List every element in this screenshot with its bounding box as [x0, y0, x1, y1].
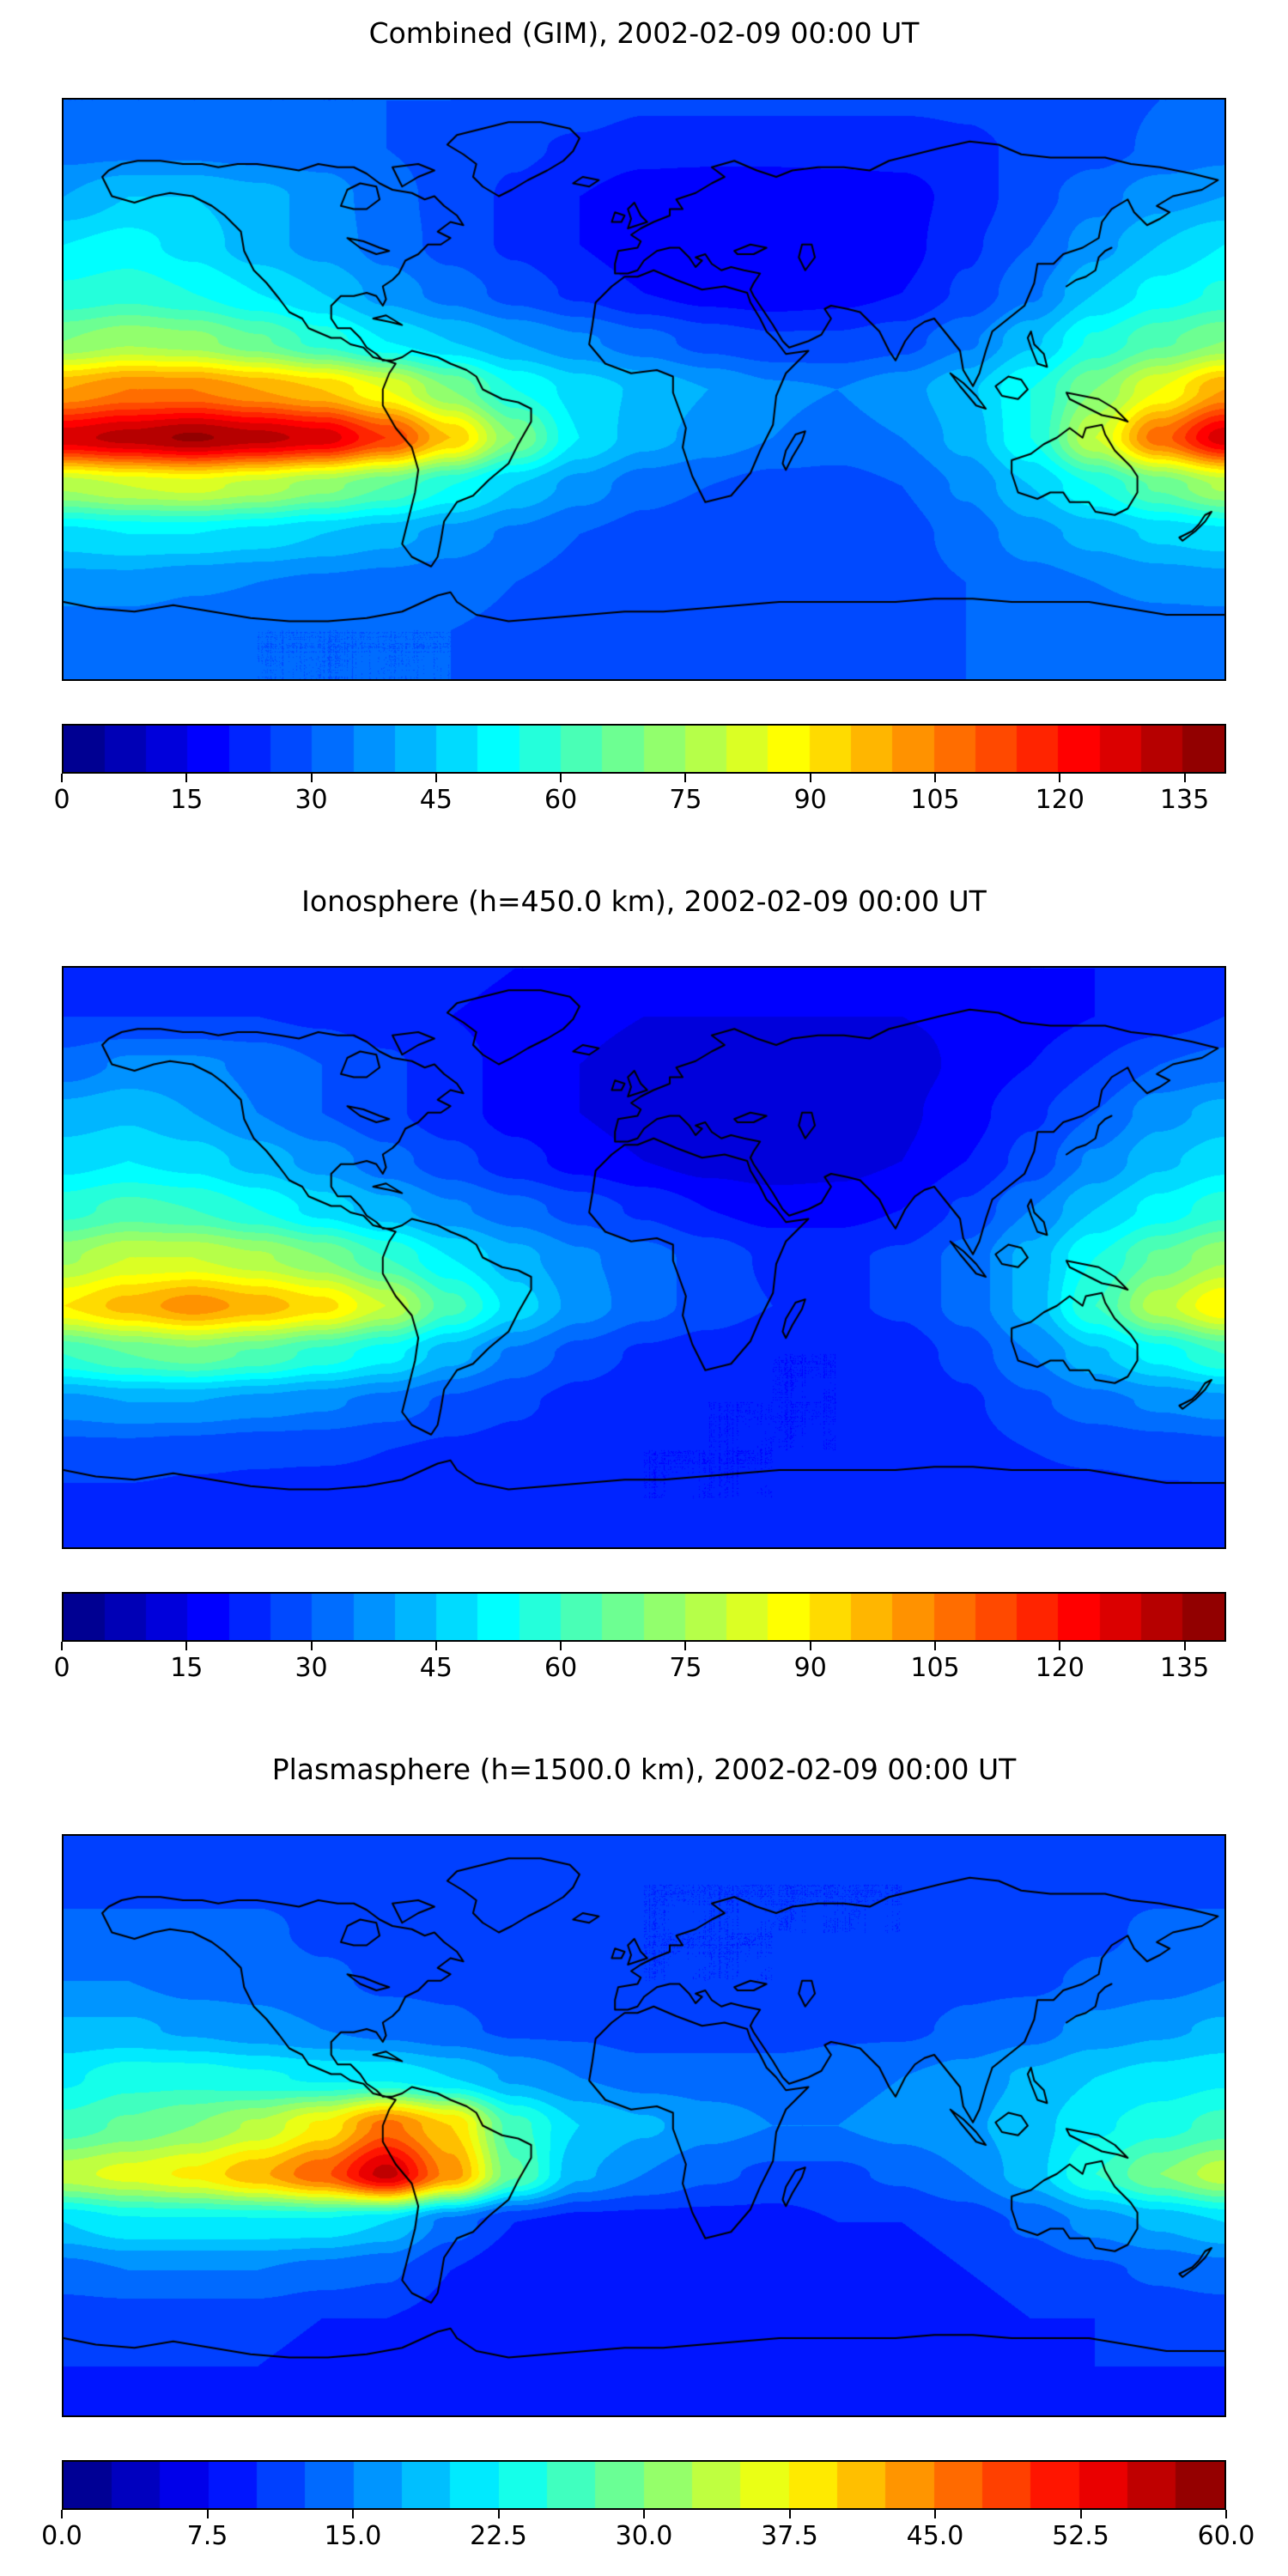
colorbar-tick-mark: [434, 774, 437, 782]
colorbar-ionosphere: [62, 1592, 1226, 1642]
colorbar-tick-mark: [788, 2510, 791, 2518]
colorbar-canvas-plasmasphere: [64, 2462, 1224, 2508]
panel-title-plasmasphere: Plasmasphere (h=1500.0 km), 2002-02-09 0…: [271, 1753, 1017, 1786]
colorbar-tick-label: 135: [1159, 1653, 1210, 1683]
colorbar-canvas-combined: [64, 726, 1224, 772]
panel-plasmasphere: Plasmasphere (h=1500.0 km), 2002-02-09 0…: [0, 1750, 1288, 2558]
world-map-plasmasphere: [62, 1834, 1226, 2417]
colorbar-tick-label: 60: [544, 1653, 578, 1683]
colorbar-tick-mark: [934, 1642, 936, 1650]
colorbar-tick-label: 75: [669, 785, 702, 815]
colorbar-tick-mark: [206, 2510, 209, 2518]
colorbar-tick-mark: [560, 774, 562, 782]
colorbar-tick-mark: [185, 774, 188, 782]
colorbar-tick-mark: [352, 2510, 354, 2518]
colorbar-tick-label: 0: [53, 1653, 70, 1683]
colorbar-tick-mark: [809, 1642, 811, 1650]
colorbar-tick-label: 30.0: [615, 2521, 673, 2551]
panel-title-ionosphere: Ionosphere (h=450.0 km), 2002-02-09 00:0…: [301, 884, 987, 918]
colorbar-tick-mark: [809, 774, 811, 782]
colorbar-tick-mark: [61, 2510, 63, 2518]
world-map-ionosphere: [62, 966, 1226, 1549]
colorbar-tick-mark: [643, 2510, 645, 2518]
panel-title-combined: Combined (GIM), 2002-02-09 00:00 UT: [368, 16, 920, 50]
colorbar-tick-label: 15: [170, 785, 204, 815]
colorbar-tick-mark: [310, 1642, 313, 1650]
colorbar-tick-mark: [1183, 1642, 1186, 1650]
tec-heatmap-canvas-ionosphere: [64, 968, 1224, 1547]
colorbar-tick-label: 135: [1159, 785, 1210, 815]
colorbar-tick-label: 15: [170, 1653, 204, 1683]
colorbar-tick-label: 22.5: [470, 2521, 527, 2551]
colorbar-tick-label: 105: [910, 1653, 960, 1683]
colorbar-tick-mark: [497, 2510, 500, 2518]
colorbar-tick-mark: [1225, 2510, 1227, 2518]
colorbar-tick-label: 45: [419, 1653, 453, 1683]
colorbar-tick-label: 15.0: [324, 2521, 382, 2551]
colorbar-tick-mark: [185, 1642, 188, 1650]
colorbar-ticks-ionosphere: 0 15 30 45 60 75 90 105 120 135: [53, 1642, 1226, 1690]
colorbar-tick-mark: [1059, 774, 1061, 782]
panel-combined: Combined (GIM), 2002-02-09 00:00 UT 0 15 3…: [0, 14, 1288, 822]
colorbar-tick-mark: [934, 774, 936, 782]
colorbar-tick-label: 0.0: [41, 2521, 82, 2551]
colorbar-ticks-combined: 0 15 30 45 60 75 90 105 120 135: [53, 774, 1226, 822]
colorbar-tick-label: 60: [544, 785, 578, 815]
colorbar-tick-mark: [434, 1642, 437, 1650]
colorbar-tick-mark: [1059, 1642, 1061, 1650]
colorbar-tick-mark: [934, 2510, 936, 2518]
tec-heatmap-canvas-plasmasphere: [64, 1836, 1224, 2415]
colorbar-tick-label: 105: [910, 785, 960, 815]
colorbar-tick-label: 90: [793, 1653, 827, 1683]
tec-heatmap-canvas-combined: [64, 100, 1224, 679]
world-map-combined: [62, 98, 1226, 681]
panel-ionosphere: Ionosphere (h=450.0 km), 2002-02-09 00:0…: [0, 882, 1288, 1690]
colorbar-tick-label: 45: [419, 785, 453, 815]
colorbar-tick-label: 120: [1035, 785, 1084, 815]
colorbar-tick-mark: [1079, 2510, 1082, 2518]
colorbar-tick-label: 30: [295, 785, 328, 815]
colorbar-tick-mark: [684, 774, 687, 782]
colorbar-combined: [62, 724, 1226, 774]
colorbar-canvas-ionosphere: [64, 1594, 1224, 1640]
colorbar-tick-mark: [1183, 774, 1186, 782]
colorbar-tick-label: 60.0: [1197, 2521, 1255, 2551]
colorbar-plasmasphere: [62, 2460, 1226, 2510]
colorbar-tick-mark: [61, 1642, 63, 1650]
colorbar-tick-label: 0: [53, 785, 70, 815]
colorbar-tick-mark: [310, 774, 313, 782]
colorbar-tick-mark: [61, 774, 63, 782]
colorbar-tick-label: 30: [295, 1653, 328, 1683]
colorbar-ticks-plasmasphere: 0.0 7.5 15.0 22.5 30.0 37.5 45.0 52.5 60.0: [41, 2510, 1255, 2558]
colorbar-tick-label: 120: [1035, 1653, 1084, 1683]
colorbar-tick-label: 52.5: [1052, 2521, 1109, 2551]
colorbar-tick-label: 90: [793, 785, 827, 815]
colorbar-tick-label: 7.5: [186, 2521, 228, 2551]
colorbar-tick-mark: [560, 1642, 562, 1650]
colorbar-tick-label: 45.0: [906, 2521, 964, 2551]
colorbar-tick-label: 75: [669, 1653, 702, 1683]
colorbar-tick-mark: [684, 1642, 687, 1650]
colorbar-tick-label: 37.5: [761, 2521, 818, 2551]
